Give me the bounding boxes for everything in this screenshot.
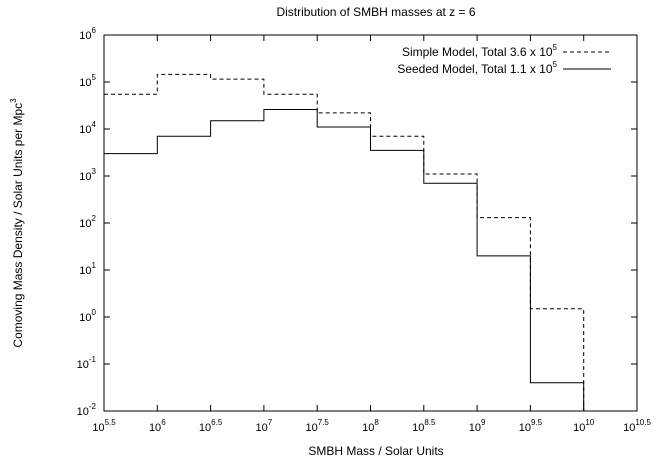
x-tick-label-exp: 7.5 — [318, 418, 330, 427]
x-tick-label-base: 10 — [256, 422, 268, 434]
y-axis-label-sup: 3 — [9, 98, 18, 103]
series-2-line — [104, 109, 585, 411]
y-tick-label-base: 10 — [77, 406, 89, 418]
legend-label-sup: 5 — [553, 60, 558, 69]
y-tick-label-exp: 1 — [92, 261, 97, 270]
x-tick-label: 109.5 — [519, 418, 543, 434]
y-tick-label-base: 10 — [79, 30, 91, 42]
x-tick-label-base: 10 — [412, 422, 424, 434]
y-tick-label: 102 — [79, 214, 96, 230]
y-tick-label-exp: 5 — [92, 73, 97, 82]
y-tick-label: 100 — [79, 308, 96, 324]
x-tick-label: 105.5 — [92, 418, 116, 434]
series-1 — [104, 73, 585, 411]
series-1-line — [104, 73, 585, 411]
x-axis-label: SMBH Mass / Solar Units — [308, 444, 443, 458]
y-tick-label: 10-1 — [77, 355, 97, 371]
x-tick-label: 107.5 — [306, 418, 330, 434]
x-tick-label: 106 — [149, 418, 166, 434]
y-tick-label-exp: 2 — [92, 214, 97, 223]
x-tick-label: 1010.5 — [623, 418, 651, 434]
y-tick-label: 10-2 — [77, 402, 97, 418]
x-tick-label-exp: 8 — [374, 418, 379, 427]
y-tick-label: 104 — [79, 120, 96, 136]
x-tick-label: 108.5 — [412, 418, 436, 434]
legend-label-main: Seeded Model, Total 1.1 x 10 — [397, 62, 553, 76]
x-tick-label: 109 — [469, 418, 486, 434]
y-tick-label-exp: 4 — [92, 120, 97, 129]
x-tick-label-base: 10 — [362, 422, 374, 434]
x-tick-label-base: 10 — [623, 422, 635, 434]
x-tick-label-exp: 9.5 — [531, 418, 543, 427]
y-tick-label: 106 — [79, 26, 96, 42]
x-tick-label-base: 10 — [519, 422, 531, 434]
y-tick-label-base: 10 — [79, 218, 91, 230]
x-tick-label: 107 — [256, 418, 273, 434]
legend-label-sup: 5 — [553, 43, 558, 52]
y-tick-label: 101 — [79, 261, 96, 277]
y-tick-label-base: 10 — [79, 265, 91, 277]
x-tick-label: 1010 — [573, 418, 595, 434]
series-2 — [104, 109, 585, 411]
x-tick-label-exp: 10.5 — [635, 418, 651, 427]
y-tick-label: 103 — [79, 167, 96, 183]
legend-label-main: Simple Model, Total 3.6 x 10 — [402, 45, 553, 59]
x-tick-label-exp: 5.5 — [105, 418, 117, 427]
x-tick-label-base: 10 — [92, 422, 104, 434]
x-tick-label-exp: 9 — [481, 418, 486, 427]
x-tick-label-exp: 10 — [585, 418, 594, 427]
y-tick-label-base: 10 — [79, 124, 91, 136]
y-tick-label-base: 10 — [79, 171, 91, 183]
x-tick-label-base: 10 — [199, 422, 211, 434]
x-tick-label: 106.5 — [199, 418, 223, 434]
chart-title: Distribution of SMBH masses at z = 6 — [276, 5, 475, 19]
x-tick-label-exp: 6 — [161, 418, 166, 427]
y-tick-label-base: 10 — [79, 77, 91, 89]
y-tick-label: 105 — [79, 73, 96, 89]
y-axis-label: Comoving Mass Density / Solar Units per … — [9, 98, 25, 348]
y-tick-label-exp: 3 — [92, 167, 97, 176]
y-tick-label-base: 10 — [79, 312, 91, 324]
y-tick-label-exp: -1 — [89, 355, 97, 364]
y-tick-label-exp: 6 — [92, 26, 97, 35]
x-tick-label-exp: 6.5 — [211, 418, 223, 427]
x-tick-label-base: 10 — [469, 422, 481, 434]
x-tick-label-base: 10 — [149, 422, 161, 434]
x-tick-label-base: 10 — [573, 422, 585, 434]
y-axis-label-main: Comoving Mass Density / Solar Units per … — [11, 103, 25, 348]
y-tick-label-exp: 0 — [92, 308, 97, 317]
x-tick-label-exp: 8.5 — [424, 418, 436, 427]
x-tick-label-base: 10 — [306, 422, 318, 434]
plot-area — [104, 73, 585, 411]
y-tick-label-exp: -2 — [89, 402, 97, 411]
x-tick-label: 108 — [362, 418, 379, 434]
legend-label-1: Simple Model, Total 3.6 x 105 — [402, 43, 558, 59]
x-tick-label-exp: 7 — [268, 418, 273, 427]
y-tick-label-base: 10 — [77, 359, 89, 371]
x-axis: 105.5 106 106.5 107 107.5 108 108.5 109 109.5 101… — [92, 35, 651, 434]
legend-label-2: Seeded Model, Total 1.1 x 105 — [397, 60, 557, 76]
plot-frame — [103, 34, 638, 412]
